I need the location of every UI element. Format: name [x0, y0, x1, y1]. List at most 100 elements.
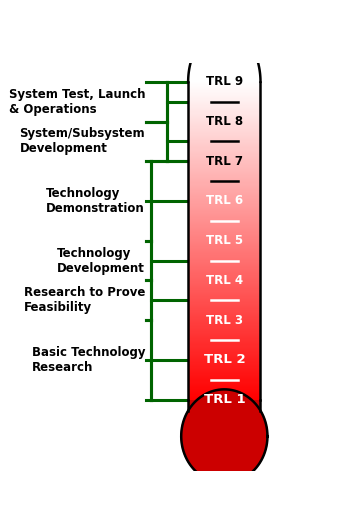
Bar [188, 243, 261, 244]
Text: System/Subsystem
Development: System/Subsystem Development [19, 127, 145, 156]
Bar [188, 152, 261, 153]
Bar [188, 133, 261, 134]
Bar [188, 144, 261, 145]
Bar [188, 150, 261, 151]
Bar [188, 325, 261, 326]
Bar [188, 336, 261, 337]
Bar [188, 99, 261, 100]
Bar [188, 311, 261, 312]
Bar [188, 215, 261, 216]
Bar [188, 327, 261, 329]
Bar [188, 188, 261, 189]
Bar [188, 240, 261, 241]
Bar [188, 316, 261, 317]
Bar [188, 378, 261, 379]
Bar [188, 92, 261, 93]
Bar [188, 177, 261, 178]
Bar [188, 175, 261, 176]
Bar [188, 174, 261, 175]
Bar [188, 350, 261, 351]
Bar [188, 242, 261, 243]
Bar [188, 183, 261, 184]
Bar [188, 184, 261, 185]
Bar [188, 163, 261, 165]
Bar [188, 343, 261, 344]
Bar [188, 266, 261, 267]
Bar [188, 179, 261, 180]
Bar [188, 234, 261, 235]
Bar [188, 339, 261, 340]
Bar [188, 129, 261, 130]
Bar [188, 268, 261, 269]
Text: TRL 4: TRL 4 [206, 274, 243, 287]
Bar [188, 84, 261, 85]
Bar [188, 191, 261, 192]
Bar [188, 214, 261, 215]
Bar [188, 86, 261, 87]
Bar [188, 297, 261, 298]
Bar [188, 236, 261, 238]
Bar [188, 176, 261, 177]
Bar [188, 154, 261, 155]
Text: TRL 8: TRL 8 [206, 115, 243, 128]
Bar [188, 108, 261, 110]
Bar [188, 132, 261, 133]
Bar [188, 286, 261, 287]
Bar [188, 392, 261, 393]
Bar [188, 390, 261, 391]
Bar [188, 307, 261, 308]
Bar [188, 111, 261, 112]
Bar [188, 246, 261, 247]
Bar [188, 345, 261, 346]
Bar [188, 218, 261, 220]
Bar [188, 196, 261, 197]
Bar [188, 220, 261, 221]
Bar [188, 283, 261, 284]
Bar [188, 318, 261, 319]
Bar [188, 225, 261, 226]
Bar [188, 272, 261, 273]
Bar [188, 212, 261, 213]
Bar [188, 303, 261, 304]
Bar [188, 320, 261, 321]
Bar [188, 233, 261, 234]
Bar [188, 138, 261, 139]
Bar [188, 151, 261, 152]
Bar [188, 143, 261, 144]
Bar [188, 302, 261, 303]
Bar [188, 296, 261, 297]
Bar [188, 185, 261, 186]
Bar [188, 105, 261, 106]
Bar [188, 244, 261, 245]
Bar [188, 299, 261, 300]
Bar [188, 344, 261, 345]
Bar [188, 397, 261, 398]
Bar [188, 95, 261, 96]
Bar [188, 362, 261, 363]
Text: TRL 2: TRL 2 [204, 353, 245, 366]
Bar [188, 314, 261, 315]
Bar [188, 93, 261, 94]
Bar [188, 279, 261, 280]
Bar [188, 353, 261, 354]
Bar [188, 372, 261, 373]
Bar [188, 258, 261, 259]
Bar [188, 145, 261, 147]
Bar [188, 169, 261, 170]
Bar [188, 298, 261, 299]
Bar [188, 306, 261, 307]
Bar [188, 371, 261, 372]
Bar [188, 260, 261, 261]
Bar [188, 359, 261, 360]
Bar [188, 82, 261, 83]
Bar [188, 187, 261, 188]
Bar [188, 384, 261, 385]
Bar [188, 209, 261, 210]
Bar [188, 290, 261, 291]
Text: Technology
Development: Technology Development [57, 247, 145, 275]
Bar [188, 186, 261, 187]
Bar [188, 361, 261, 362]
Bar [188, 341, 261, 342]
Bar [188, 194, 261, 195]
Bar [188, 117, 261, 118]
